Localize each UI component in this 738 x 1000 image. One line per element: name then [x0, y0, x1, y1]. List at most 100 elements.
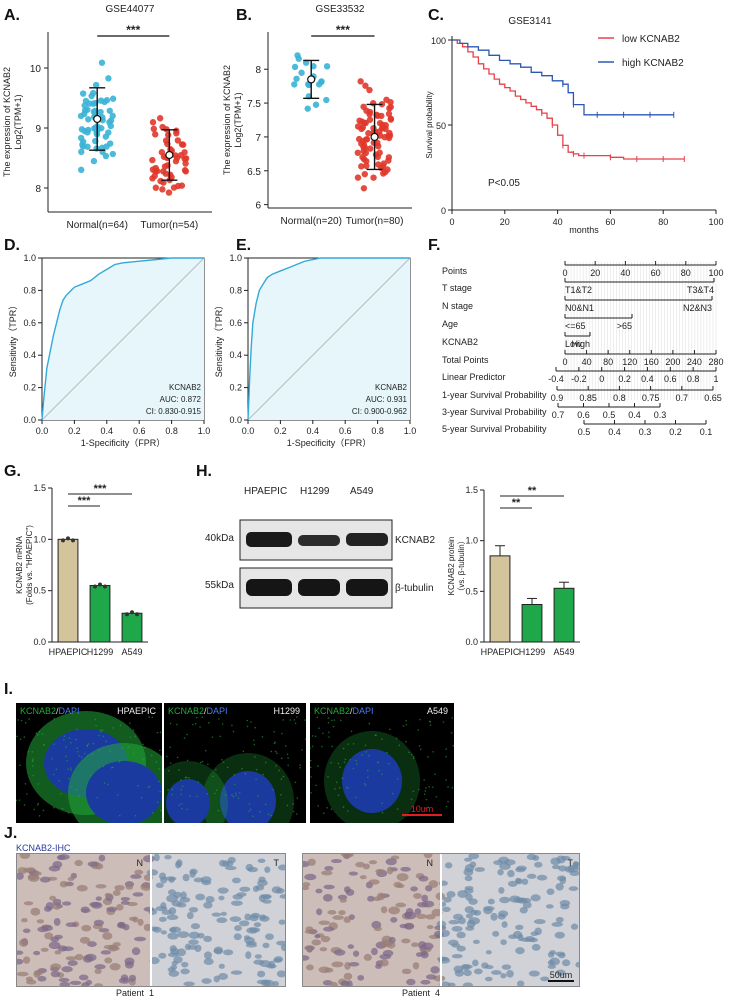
speckle [38, 731, 41, 733]
speckle [197, 781, 200, 783]
speckle [282, 775, 285, 778]
data-point [152, 184, 160, 191]
nomogram-tick-label: 40 [582, 357, 592, 367]
tumor-mark: T [568, 858, 574, 868]
data-point [97, 108, 104, 116]
normal-nucleus [379, 954, 392, 960]
data-point [376, 128, 383, 135]
speckle [445, 805, 448, 808]
nomogram-row-label: Total Points [442, 355, 489, 365]
normal-nucleus [425, 914, 436, 920]
speckle [275, 764, 277, 767]
normal-nucleus [22, 928, 31, 934]
tumor-nucleus [561, 959, 571, 967]
nomogram-tick-label: 0.6 [577, 410, 590, 420]
tumor-nucleus [205, 895, 215, 904]
speckle [249, 808, 252, 811]
normal-nucleus [316, 908, 323, 916]
tumor-nucleus [531, 943, 541, 951]
normal-nucleus [17, 971, 29, 977]
tumor-nucleus [153, 854, 160, 862]
bar [553, 587, 575, 643]
tumor-nucleus [570, 923, 579, 930]
replicate-dot [61, 538, 65, 543]
data-point [157, 177, 164, 185]
normal-nucleus [134, 869, 144, 875]
speckle [142, 743, 144, 746]
speckle [427, 806, 430, 809]
tumor-nucleus [254, 954, 262, 959]
speckle [24, 722, 27, 724]
tumor-nucleus [211, 912, 222, 917]
speckle [53, 773, 55, 776]
tumor-nucleus [444, 862, 453, 869]
tumor-nucleus [507, 869, 515, 878]
speckle [20, 719, 23, 722]
tumor-nucleus [193, 877, 204, 883]
normal-nucleus [307, 858, 316, 866]
tumor-nucleus [176, 948, 186, 957]
tumor-nucleus [532, 855, 540, 861]
y-tick-label: 1.5 [33, 483, 46, 493]
speckle [377, 761, 379, 764]
data-point [77, 112, 85, 120]
normal-nucleus [322, 979, 333, 986]
speckle [252, 815, 254, 817]
nomogram-tick-label: T3&T4 [687, 285, 714, 295]
speckle [183, 737, 186, 739]
data-point [376, 149, 383, 156]
speckle [32, 765, 34, 767]
panel-g-bar: 0.0 0.5 1.0 1.5 KCNAB2 mRNA (Folds vs. "HPAEP… [15, 483, 148, 657]
speckle [27, 750, 30, 753]
blot-lane-label: HPAEPIC [244, 486, 287, 497]
y-tick-label: 0.0 [465, 637, 478, 647]
x-tick-label: Normal(n=20) [280, 216, 341, 227]
speckle [254, 726, 256, 729]
speckle [169, 746, 171, 749]
speckle [264, 761, 267, 764]
nomogram-row-label: T stage [442, 283, 472, 293]
speckle [55, 768, 58, 771]
data-point [354, 149, 361, 156]
tumor-nucleus [530, 894, 541, 902]
normal-nucleus [396, 883, 405, 889]
tumor-mark: T [274, 858, 280, 868]
data-point [385, 110, 393, 118]
panel-h-bar: 0.0 0.5 1.0 1.5 KCNAB2 protein （vs. β-tubulin… [447, 485, 580, 657]
tumor-nucleus [547, 964, 556, 969]
data-point [381, 134, 388, 141]
speckle [337, 762, 340, 765]
y-tick-label: 0.4 [229, 350, 242, 360]
blot-protein-label: KCNAB2 [395, 535, 435, 546]
x-tick-label: Tumor(n=54) [141, 220, 199, 231]
y-tick-label: 0.5 [33, 586, 46, 596]
y-tick-label: 0.8 [229, 285, 242, 295]
y-tick-label: 100 [431, 36, 446, 46]
tumor-nucleus [472, 939, 480, 944]
survival-line [452, 39, 674, 116]
stain-dapi: DAPI [58, 706, 80, 716]
speckle [387, 762, 390, 765]
normal-nucleus [321, 870, 333, 876]
speckle [24, 783, 27, 785]
speckle [105, 740, 107, 743]
speckle [156, 801, 159, 804]
normal-nucleus [129, 916, 137, 921]
speckle [381, 773, 383, 775]
normal-nucleus [375, 964, 382, 969]
speckle [280, 793, 282, 796]
speckle [31, 750, 34, 753]
speckle [148, 785, 151, 788]
normal-nucleus [320, 935, 331, 943]
y-tick-label: 1.0 [33, 534, 46, 544]
tumor-nucleus [160, 876, 168, 884]
tumor-nucleus [187, 944, 197, 950]
normal-nucleus [67, 876, 75, 881]
nomogram-tick-label: -0.2 [571, 374, 587, 384]
speckle [32, 760, 34, 762]
speckle [331, 745, 333, 748]
speckle [206, 792, 209, 795]
data-point [387, 98, 394, 106]
